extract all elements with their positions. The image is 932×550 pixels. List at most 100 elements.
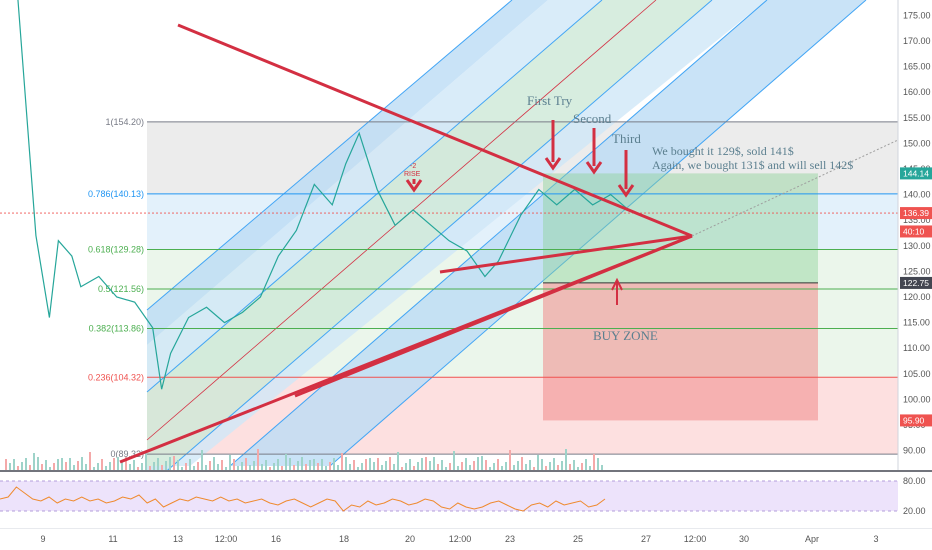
volume-bar (225, 467, 227, 470)
volume-bar (253, 461, 255, 470)
arrow-head (585, 161, 603, 175)
fib-label: 0(89.32) (110, 449, 144, 459)
volume-bar (393, 464, 395, 470)
volume-bar (349, 464, 351, 470)
volume-bar (257, 449, 259, 470)
fib-label: 0.618(129.28) (88, 244, 144, 254)
price-badge (900, 225, 932, 238)
fib-label: 0.786(140.13) (88, 189, 144, 199)
volume-bar (565, 449, 567, 470)
y-tick-label: 110.00 (903, 343, 930, 353)
price-badge (900, 414, 932, 427)
fib-label: 0.382(113.86) (89, 323, 144, 333)
rsi-tick-label: 80.00 (903, 476, 926, 486)
volume-bar (537, 455, 539, 470)
volume-bar (149, 466, 151, 470)
volume-bar (581, 463, 583, 470)
arrow-head (405, 179, 423, 193)
price-badge (900, 207, 932, 220)
trendline (294, 234, 693, 398)
volume-bar (601, 465, 603, 470)
volume-bar (153, 462, 155, 470)
channel-line (146, 0, 513, 311)
volume-bar (45, 460, 47, 470)
arrow-up-head (611, 277, 623, 291)
volume-bar (445, 467, 447, 470)
volume-bar (337, 465, 339, 470)
volume-bar (249, 465, 251, 470)
volume-bar (541, 459, 543, 470)
volume-bar (341, 453, 343, 470)
volume-bar (65, 462, 67, 470)
price-axis[interactable]: 90.0095.00100.00105.00110.00115.00120.00… (897, 0, 932, 470)
price-badge (900, 167, 932, 180)
time-axis[interactable]: 9 11 13 12:00 16 18 20 12:00 23 25 27 12:00 30 Apr 3 (0, 527, 932, 550)
volume-bar (5, 459, 7, 470)
volume-bar (25, 458, 27, 470)
volume-bar (401, 467, 403, 470)
volume-bar (373, 462, 375, 470)
x-tick-label: 13 (173, 534, 183, 544)
buy-zone-label: BUY ZONE (593, 328, 658, 343)
volume-bar (233, 459, 235, 470)
third-label: Third (612, 131, 641, 146)
volume-bar (497, 459, 499, 470)
price-badge-label: 136.39 (903, 208, 929, 218)
y-tick-label: 120.00 (903, 292, 931, 302)
volume-bar (93, 467, 95, 470)
y-tick-label: 150.00 (903, 138, 931, 148)
volume-bar (513, 465, 515, 470)
rsi-pane: 80.00 20.00 (0, 470, 932, 528)
volume-bar (321, 459, 323, 470)
price-badge-label: 144.14 (903, 168, 929, 178)
volume-bar (545, 466, 547, 470)
volume-bar (409, 459, 411, 470)
volume-bar (377, 458, 379, 470)
channel-line (329, 0, 867, 467)
volume-bar (289, 458, 291, 470)
volume-bar (465, 458, 467, 470)
volume-bar (293, 465, 295, 470)
volume-bar (173, 456, 175, 470)
y-tick-label: 105.00 (903, 369, 931, 379)
y-tick-label: 130.00 (903, 241, 931, 251)
volume-bar (325, 466, 327, 470)
volume-bar (593, 454, 595, 470)
volume-bar (457, 466, 459, 470)
volume-bar (113, 458, 115, 470)
channel-line (229, 0, 768, 467)
volume-bar (261, 464, 263, 470)
price-line (17, 0, 629, 390)
volume-bar (417, 462, 419, 470)
volume-bar (17, 466, 19, 470)
volume-bar (385, 461, 387, 470)
volume-bar (505, 462, 507, 470)
volume-bar (125, 457, 127, 470)
volume-bar (481, 456, 483, 470)
rise-label: RISE (404, 171, 421, 178)
channel-line (146, 0, 603, 393)
volume-bar (53, 463, 55, 470)
volume-bar (533, 467, 535, 470)
volume-bar (569, 464, 571, 470)
volume-bar (201, 450, 203, 470)
stop-zone (543, 282, 818, 421)
trendline (439, 234, 693, 274)
y-tick-label: 170.00 (903, 36, 931, 46)
volume-bar (165, 461, 167, 470)
x-tick-label: 12:00 (449, 534, 472, 544)
volume-bar (381, 465, 383, 470)
volume-bar (193, 466, 195, 470)
volume-bar (109, 462, 111, 470)
volume-bar (229, 455, 231, 470)
rsi-tick-label: 20.00 (903, 506, 926, 516)
volume-bar (297, 461, 299, 470)
price-series (17, 0, 629, 390)
volume-bar (461, 462, 463, 470)
volume-bar (357, 467, 359, 470)
volume-bar (181, 467, 183, 470)
volume-bar (269, 467, 271, 470)
x-tick-label: 18 (339, 534, 349, 544)
volume-bar (517, 461, 519, 470)
